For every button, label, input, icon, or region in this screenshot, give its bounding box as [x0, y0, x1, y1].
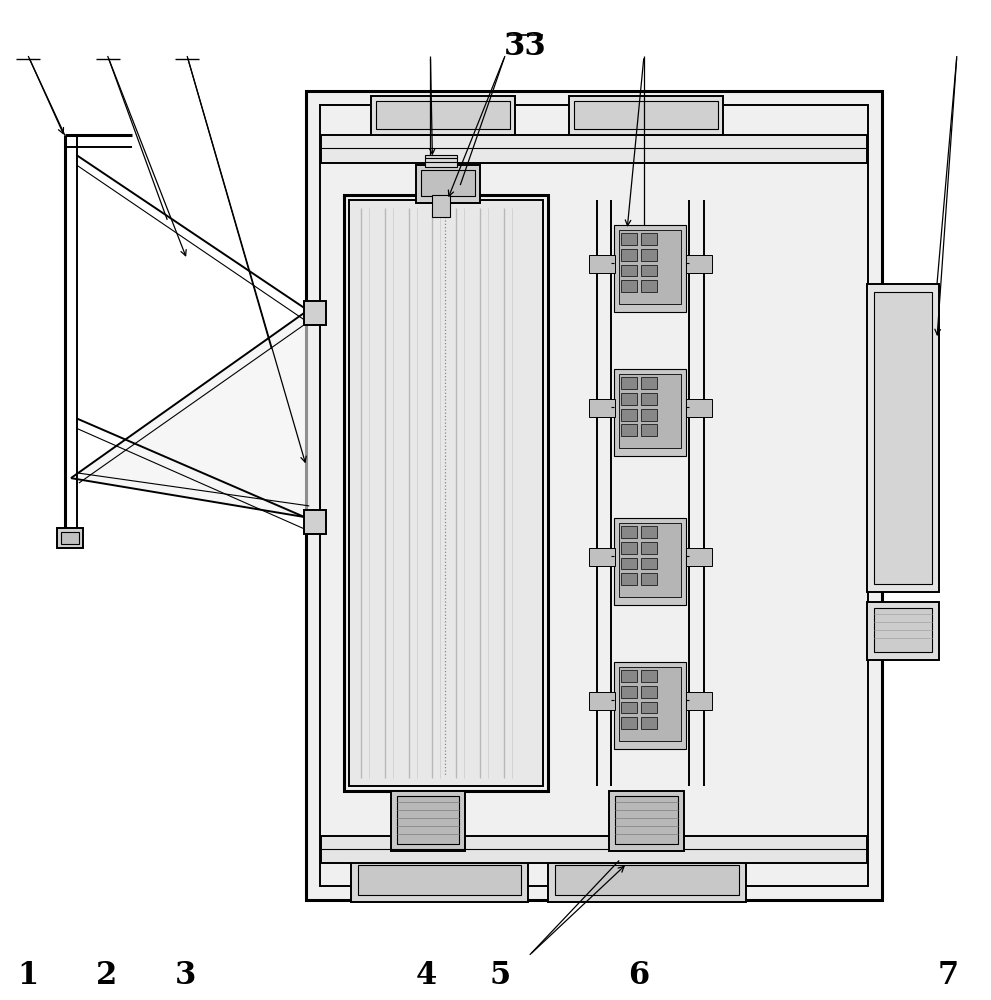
- Bar: [686, 399, 712, 417]
- Bar: [686, 692, 712, 710]
- Bar: [641, 542, 657, 554]
- Bar: [619, 230, 681, 304]
- Bar: [615, 796, 678, 844]
- Bar: [420, 170, 475, 196]
- Bar: [590, 399, 615, 417]
- Bar: [371, 96, 515, 135]
- Text: 33: 33: [503, 31, 546, 62]
- Bar: [621, 558, 637, 569]
- Bar: [874, 608, 932, 652]
- Bar: [641, 717, 657, 729]
- Bar: [641, 686, 657, 698]
- Bar: [555, 865, 739, 895]
- Bar: [358, 865, 521, 895]
- Bar: [57, 528, 83, 548]
- Bar: [867, 602, 938, 660]
- Bar: [396, 796, 459, 844]
- Bar: [321, 135, 867, 163]
- Text: 2: 2: [96, 960, 117, 991]
- Bar: [686, 548, 712, 566]
- Bar: [641, 573, 657, 585]
- Bar: [376, 101, 510, 129]
- Bar: [621, 670, 637, 682]
- Bar: [686, 255, 712, 273]
- Bar: [575, 101, 718, 129]
- Bar: [621, 424, 637, 436]
- Bar: [621, 280, 637, 292]
- Bar: [590, 692, 615, 710]
- Bar: [61, 532, 79, 544]
- Bar: [621, 233, 637, 245]
- Bar: [619, 374, 681, 448]
- Text: 6: 6: [627, 960, 649, 991]
- Bar: [304, 301, 326, 325]
- Bar: [349, 200, 543, 786]
- Bar: [641, 424, 657, 436]
- Bar: [641, 233, 657, 245]
- Text: 5: 5: [490, 960, 511, 991]
- Bar: [874, 292, 932, 584]
- Bar: [867, 284, 938, 592]
- Bar: [304, 510, 326, 534]
- Bar: [641, 265, 657, 276]
- Bar: [641, 377, 657, 389]
- Bar: [351, 860, 528, 902]
- Bar: [344, 195, 548, 791]
- Bar: [425, 155, 457, 167]
- Bar: [641, 702, 657, 713]
- Bar: [641, 670, 657, 682]
- Bar: [621, 573, 637, 585]
- Text: 3: 3: [174, 960, 196, 991]
- Bar: [621, 393, 637, 405]
- Bar: [641, 280, 657, 292]
- Bar: [621, 702, 637, 713]
- Bar: [432, 195, 450, 217]
- Bar: [614, 369, 686, 456]
- Bar: [621, 409, 637, 421]
- Bar: [621, 542, 637, 554]
- Bar: [321, 836, 867, 863]
- Text: 7: 7: [937, 960, 959, 991]
- Bar: [609, 791, 684, 851]
- Bar: [415, 165, 480, 203]
- Bar: [548, 860, 746, 902]
- Bar: [621, 717, 637, 729]
- Bar: [614, 662, 686, 749]
- Bar: [390, 791, 465, 851]
- Text: 4: 4: [416, 960, 437, 991]
- Bar: [641, 393, 657, 405]
- Bar: [641, 558, 657, 569]
- Bar: [621, 265, 637, 276]
- Bar: [619, 523, 681, 597]
- Bar: [641, 526, 657, 538]
- Bar: [641, 249, 657, 261]
- Bar: [621, 526, 637, 538]
- Bar: [614, 225, 686, 312]
- Bar: [621, 686, 637, 698]
- Bar: [621, 377, 637, 389]
- Bar: [621, 249, 637, 261]
- Bar: [306, 91, 882, 900]
- Bar: [614, 518, 686, 605]
- Bar: [590, 255, 615, 273]
- Bar: [320, 105, 868, 886]
- Bar: [641, 409, 657, 421]
- Bar: [590, 548, 615, 566]
- Bar: [570, 96, 723, 135]
- Bar: [619, 667, 681, 741]
- Text: 1: 1: [18, 960, 39, 991]
- Polygon shape: [71, 309, 309, 518]
